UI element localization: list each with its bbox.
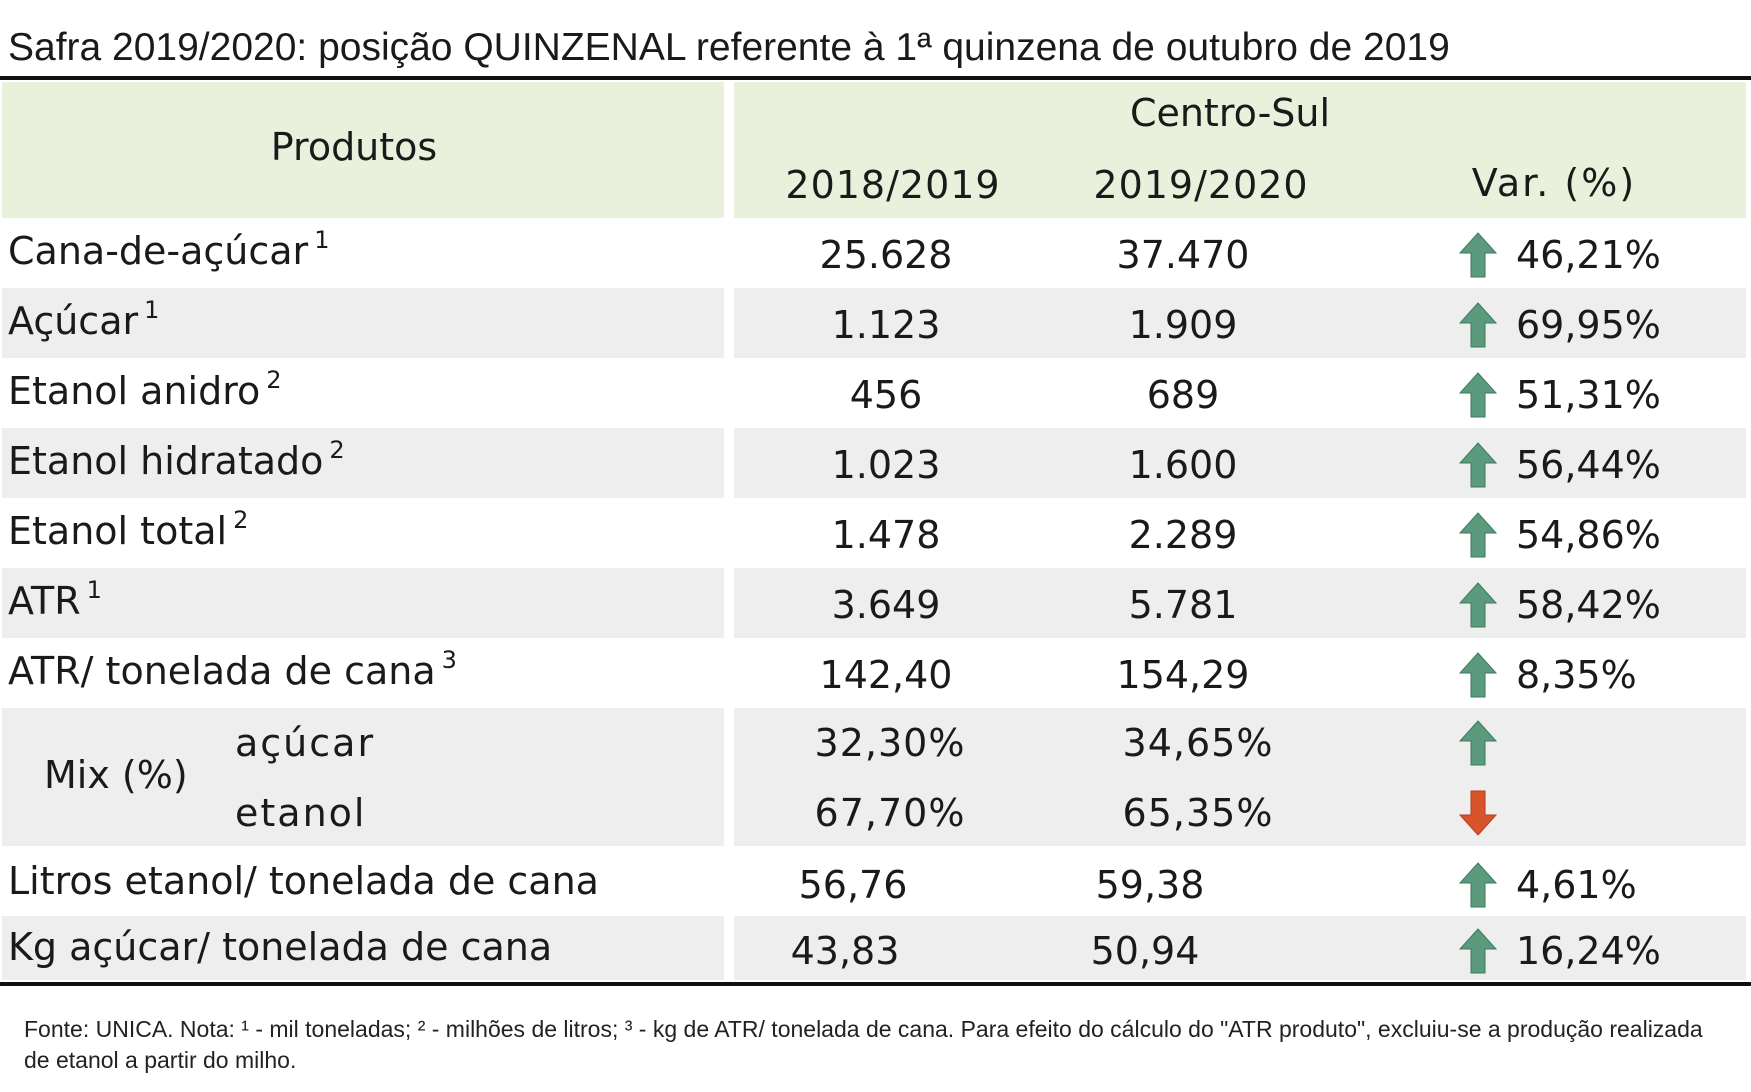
- row-value-2018: 25.628: [819, 233, 953, 277]
- arrow-up-icon: [1459, 582, 1497, 628]
- row-stripe: [2, 568, 724, 638]
- row-stripe: [734, 916, 1746, 980]
- header-band-products: [2, 82, 724, 218]
- arrow-up-icon: [1459, 652, 1497, 698]
- row-label-text: ATR: [8, 579, 81, 623]
- row-stripe: [734, 708, 1746, 846]
- top-rule: [0, 76, 1751, 80]
- row-value-2018: 3.649: [831, 583, 941, 627]
- row-label-text: Etanol anidro: [8, 369, 261, 413]
- row-variation: 8,35%: [1516, 653, 1637, 697]
- row-label: Etanol hidratado 2: [8, 436, 345, 489]
- row-value-2019: 1.600: [1128, 443, 1238, 487]
- row-value-2019: 1.909: [1128, 303, 1238, 347]
- footnote: Fonte: UNICA. Nota: ¹ - mil toneladas; ²…: [24, 1016, 1703, 1073]
- row-stripe: [2, 288, 724, 358]
- arrow-up-icon: [1459, 372, 1497, 418]
- arrow-down-icon: [1459, 790, 1497, 836]
- row-value-2018: 456: [849, 373, 923, 417]
- row-variation: 56,44%: [1516, 443, 1661, 487]
- row-variation: 16,24%: [1516, 929, 1661, 973]
- row-value-2019: 689: [1146, 373, 1220, 417]
- row-label: Kg açúcar/ tonelada de cana: [8, 924, 552, 970]
- mix-etanol-label: etanol: [235, 791, 367, 835]
- arrow-up-icon: [1459, 442, 1497, 488]
- mix-label: Mix (%): [44, 753, 188, 797]
- row-label-text: Etanol total: [8, 509, 228, 553]
- row-variation: 51,31%: [1516, 373, 1661, 417]
- row-label-note: 1: [314, 226, 330, 254]
- row-value-2019: 154,29: [1116, 653, 1250, 697]
- row-label-note: 3: [441, 646, 457, 674]
- row-value-2018: 1.123: [831, 303, 941, 347]
- row-value-2018: 56,76: [798, 863, 908, 907]
- row-value-2019: 37.470: [1116, 233, 1250, 277]
- row-label: ATR/ tonelada de cana 3: [8, 646, 457, 699]
- row-label-text: ATR/ tonelada de cana: [8, 649, 436, 693]
- bottom-rule: [0, 982, 1751, 986]
- arrow-up-icon: [1459, 512, 1497, 558]
- row-stripe: [734, 568, 1746, 638]
- header-col-2018: 2018/2019: [785, 163, 1001, 207]
- header-col-2019: 2019/2020: [1093, 163, 1309, 207]
- row-value-2018: 1.478: [831, 513, 941, 557]
- row-value-2019: 5.781: [1128, 583, 1238, 627]
- row-label: Etanol total 2: [8, 506, 249, 559]
- arrow-up-icon: [1459, 862, 1497, 908]
- table-title: Safra 2019/2020: posição QUINZENAL refer…: [8, 26, 1450, 69]
- mix-acucar-2018: 32,30%: [814, 721, 966, 765]
- row-label-text: Etanol hidratado: [8, 439, 324, 483]
- header-produtos: Produtos: [270, 125, 438, 169]
- row-value-2018: 1.023: [831, 443, 941, 487]
- arrow-up-icon: [1459, 302, 1497, 348]
- mix-etanol-2019: 65,35%: [1122, 791, 1274, 835]
- row-label: Cana-de-açúcar 1: [8, 226, 330, 279]
- row-label: Litros etanol/ tonelada de cana: [8, 858, 599, 904]
- row-variation: 46,21%: [1516, 233, 1661, 277]
- row-label: ATR 1: [8, 576, 102, 629]
- mix-etanol-2018: 67,70%: [814, 791, 966, 835]
- row-stripe: [734, 428, 1746, 498]
- row-label-note: 2: [233, 506, 249, 534]
- row-stripe: [2, 428, 724, 498]
- row-variation: 4,61%: [1516, 863, 1637, 907]
- row-label-text: Kg açúcar/ tonelada de cana: [8, 925, 553, 969]
- header-region: Centro-Sul: [1129, 91, 1331, 135]
- row-value-2018: 43,83: [790, 929, 900, 973]
- row-label-note: 1: [86, 576, 102, 604]
- row-label-note: 2: [329, 436, 345, 464]
- row-label-note: 2: [266, 366, 282, 394]
- row-label-text: Açúcar: [8, 299, 139, 343]
- header-col-var: Var. (%): [1471, 161, 1637, 205]
- mix-acucar-2019: 34,65%: [1122, 721, 1274, 765]
- row-label: Etanol anidro 2: [8, 366, 282, 419]
- row-value-2019: 50,94: [1090, 929, 1200, 973]
- row-value-2019: 2.289: [1128, 513, 1238, 557]
- row-label-text: Litros etanol/ tonelada de cana: [8, 859, 599, 903]
- header-band-region: [734, 82, 1746, 218]
- arrow-up-icon: [1459, 232, 1497, 278]
- row-variation: 54,86%: [1516, 513, 1661, 557]
- row-label-note: 1: [144, 296, 160, 324]
- row-label: Açúcar 1: [8, 296, 160, 349]
- arrow-up-icon: [1459, 928, 1497, 974]
- row-value-2018: 142,40: [819, 653, 953, 697]
- row-value-2019: 59,38: [1095, 863, 1205, 907]
- row-stripe: [2, 916, 724, 980]
- arrow-up-icon: [1459, 720, 1497, 766]
- mix-acucar-label: açúcar: [235, 721, 376, 765]
- row-stripe: [734, 288, 1746, 358]
- row-variation: 58,42%: [1516, 583, 1661, 627]
- row-variation: 69,95%: [1516, 303, 1661, 347]
- row-label-text: Cana-de-açúcar: [8, 229, 309, 273]
- row-stripe: [2, 708, 724, 846]
